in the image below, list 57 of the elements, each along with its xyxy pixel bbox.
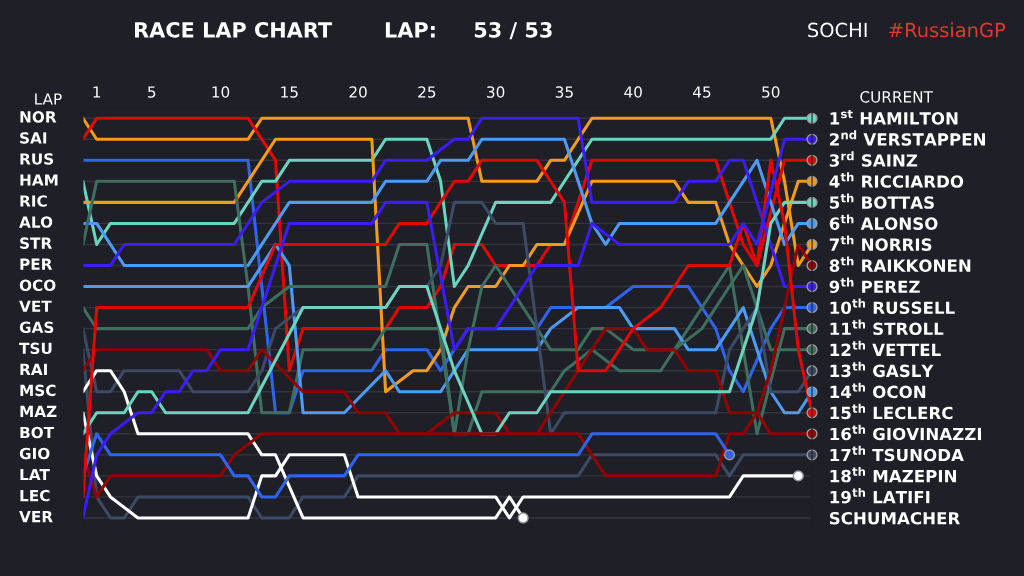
x-tick-label: 50 <box>762 86 780 98</box>
text: SOCHI <box>808 22 867 38</box>
x-tick-label: 15 <box>281 86 298 98</box>
text: LEC <box>20 489 50 502</box>
y-tick-label: 7$^{th}$ NORRIS <box>829 235 932 251</box>
y-tick-label: 12$^{th}$ VETTEL <box>830 340 941 356</box>
text: GIO <box>19 447 50 460</box>
x-tick-label: 30 <box>487 86 505 98</box>
text: MSC <box>20 384 56 397</box>
text: RIC <box>20 195 47 207</box>
x-tick-label: 20 <box>349 86 367 98</box>
text: BOT <box>20 426 55 439</box>
text: VER <box>19 511 53 523</box>
y-tick-label: 10$^{th}$ RUSSELL <box>830 298 955 315</box>
x-tick-label: 35 <box>555 86 573 98</box>
y-tick-label: 9$^{th}$ PEREZ <box>829 277 920 294</box>
y-tick-label: SCHUMACHER <box>829 511 960 525</box>
text: NOR <box>20 111 57 123</box>
y-tick-label: 16$^{th}$ GIOVINAZZI <box>830 424 982 441</box>
y-tick-label: 18$^{th}$ MAZEPIN <box>830 466 956 483</box>
text: #RussianGP <box>889 22 1006 38</box>
x-tick-label: 1 <box>93 86 101 98</box>
text: VET <box>19 300 52 312</box>
text: ALO <box>19 216 53 228</box>
y-tick-label: 14$^{th}$ OCON <box>830 382 926 399</box>
y-tick-label: 2$^{nd}$ VERSTAPPEN <box>830 130 985 146</box>
text: HAM <box>20 174 58 186</box>
y-tick-label: 11$^{th}$ STROLL <box>830 319 944 336</box>
y-tick-label: 19$^{th}$ LATIFI <box>830 487 930 504</box>
chart-title: RACE LAP CHART <box>135 21 333 38</box>
x-tick-label: 25 <box>418 86 436 98</box>
x-axis-title: LAP <box>35 93 62 105</box>
text: GAS <box>19 321 54 334</box>
text: LAT <box>20 468 50 481</box>
y2-axis-title: CURRENT <box>860 91 933 103</box>
y-tick-label: 1$^{st}$ HAMILTON <box>830 109 958 125</box>
y-tick-label: 13$^{th}$ GASLY <box>830 361 934 378</box>
x-tick-label: 5 <box>148 86 156 98</box>
text: OCO <box>19 279 56 291</box>
text: STR <box>20 237 52 249</box>
text: RUS <box>20 153 54 165</box>
y-tick-label: 15$^{th}$ LECLERC <box>830 403 953 420</box>
y-tick-label: 4$^{th}$ RICCIARDO <box>829 172 964 188</box>
y-tick-label: 6$^{th}$ ALONSO <box>829 214 938 230</box>
y-tick-label: 8$^{th}$ RAIKKONEN <box>829 256 971 272</box>
text: PER <box>20 258 53 270</box>
x-tick-label: 10 <box>212 86 230 98</box>
y-tick-label: 17$^{th}$ TSUNODA <box>830 445 964 462</box>
y-tick-label: 3$^{rd}$ SAINZ <box>829 151 918 167</box>
y-tick-label: 5$^{th}$ BOTTAS <box>829 193 934 209</box>
x-tick-label: 45 <box>693 86 711 98</box>
text: SAI <box>20 132 47 144</box>
text: MAZ <box>20 405 57 417</box>
text: LAP: 53 / 53 <box>385 21 552 40</box>
text: RAI <box>20 363 47 375</box>
text: TSU <box>19 342 52 355</box>
x-tick-label: 40 <box>624 86 642 98</box>
